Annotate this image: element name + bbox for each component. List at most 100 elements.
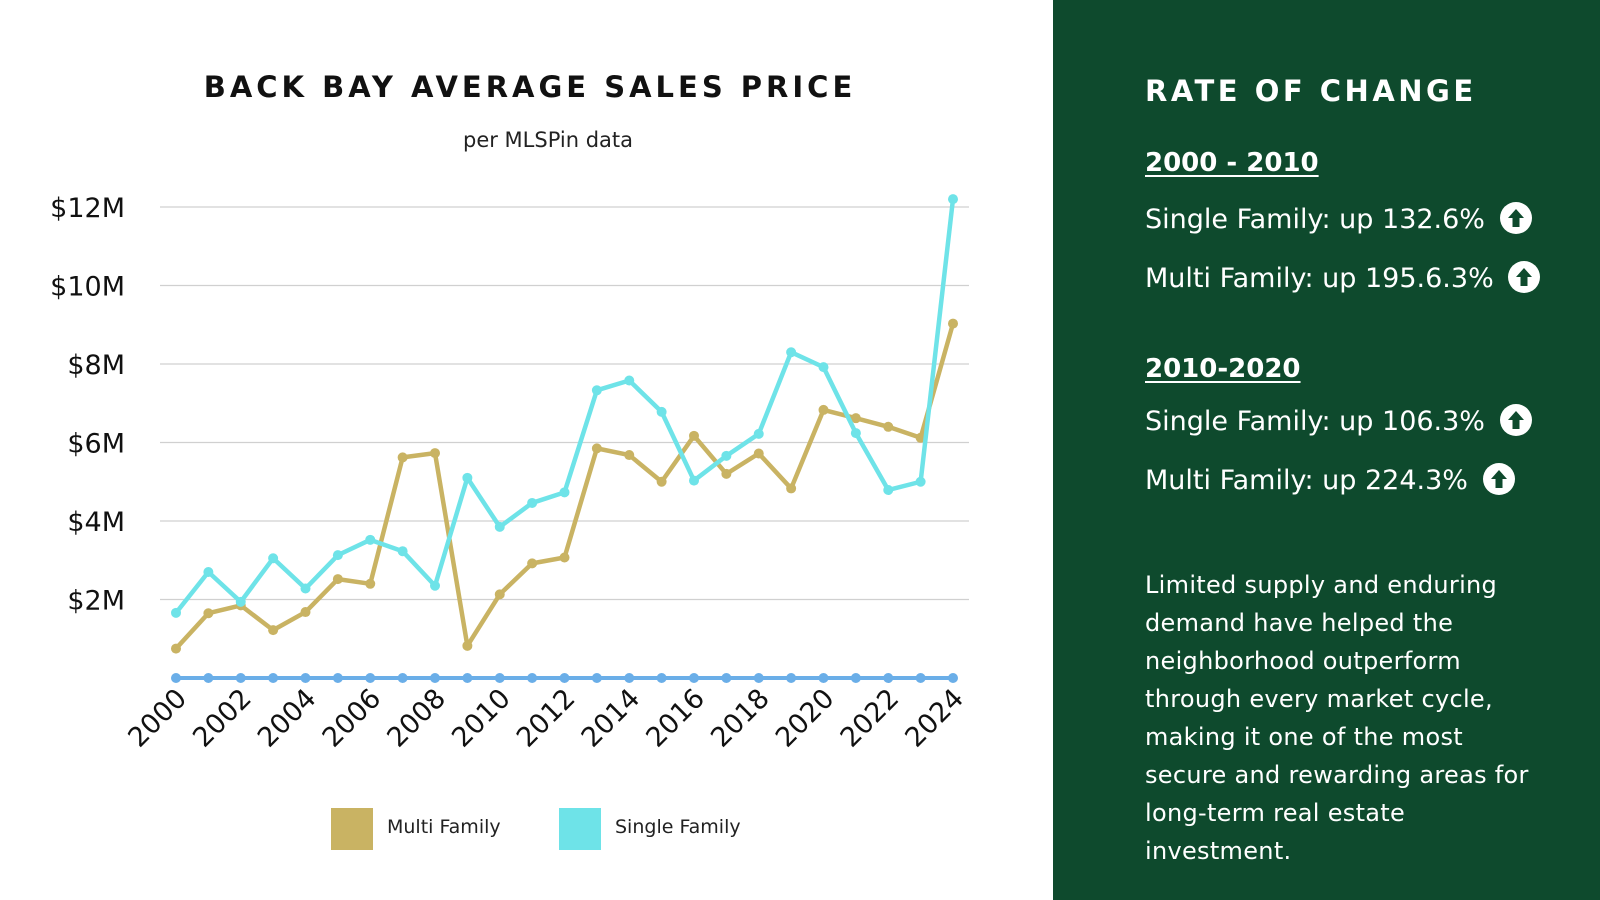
x-tick-label: 2016 <box>640 683 711 754</box>
legend-label-multi-family: Multi Family <box>387 816 501 838</box>
x-tick-label: 2004 <box>252 683 323 754</box>
data-point-multi-family <box>948 318 958 329</box>
stat-multi-family-2000-2010: Multi Family: up 195.6.3% <box>1145 260 1541 299</box>
data-point-single-family <box>332 550 343 561</box>
data-point-baseline <box>527 673 538 683</box>
data-point-baseline <box>753 673 764 683</box>
x-tick-label: 2022 <box>835 683 906 754</box>
data-point-baseline <box>689 673 699 683</box>
line-chart: $2M $4M $6M $8M $10M $12M 20002002200420062008… <box>50 193 970 754</box>
chart-panel: BACK BAY AVERAGE SALES PRICE per MLSPin … <box>50 70 970 850</box>
stat-text: Multi Family: up 224.3% <box>1145 465 1468 496</box>
data-point-baseline <box>300 673 311 683</box>
data-point-baseline <box>948 673 958 683</box>
data-point-baseline <box>430 673 440 683</box>
arrow-up-circle-icon <box>1482 462 1515 495</box>
data-point-baseline <box>171 673 181 683</box>
data-point-multi-family <box>559 552 570 563</box>
data-point-baseline <box>591 673 602 683</box>
arrow-up-circle-icon <box>1499 201 1532 234</box>
data-point-single-family <box>850 428 861 439</box>
data-point-multi-family <box>365 578 376 589</box>
data-point-single-family <box>624 375 635 386</box>
data-point-multi-family <box>883 421 894 432</box>
x-tick-label: 2020 <box>770 683 841 754</box>
stat-text: Single Family: up 106.3% <box>1145 406 1485 437</box>
data-point-baseline <box>268 673 279 683</box>
data-point-multi-family <box>171 643 181 654</box>
arrow-up-circle-icon <box>1508 260 1541 293</box>
arrow-up-circle-icon <box>1499 403 1532 436</box>
rate-of-change-panel: RATE OF CHANGE 2000 - 2010 Single Family… <box>1053 0 1600 900</box>
y-tick-label: $10M <box>50 272 125 303</box>
data-point-baseline <box>559 673 570 683</box>
x-tick-label: 2000 <box>122 683 193 754</box>
data-point-single-family <box>300 583 311 594</box>
stat-single-family-2000-2010: Single Family: up 132.6% <box>1145 201 1532 240</box>
y-tick-label: $12M <box>50 193 125 224</box>
data-point-multi-family <box>203 608 214 619</box>
data-point-single-family <box>753 428 764 439</box>
summary-paragraph: Limited supply and enduring demand have … <box>1145 571 1529 865</box>
data-point-baseline <box>786 673 797 683</box>
data-point-single-family <box>883 484 894 495</box>
data-point-single-family <box>235 596 246 607</box>
data-point-baseline <box>624 673 635 683</box>
data-point-multi-family <box>397 452 408 463</box>
data-point-multi-family <box>624 450 635 461</box>
data-point-single-family <box>397 546 408 557</box>
y-tick-label: $6M <box>67 429 125 460</box>
data-point-multi-family <box>300 607 311 618</box>
y-tick-label: $2M <box>67 586 125 617</box>
data-point-single-family <box>203 567 214 578</box>
legend-swatch-single-family <box>559 808 601 850</box>
x-tick-label: 2010 <box>446 683 517 754</box>
stat-text: Single Family: up 132.6% <box>1145 204 1485 235</box>
data-point-baseline <box>365 673 376 683</box>
data-point-multi-family <box>430 448 440 459</box>
stat-single-family-2010-2020: Single Family: up 106.3% <box>1145 403 1532 442</box>
data-point-multi-family <box>268 625 279 636</box>
data-point-baseline <box>235 673 246 683</box>
period-heading-2000-2010: 2000 - 2010 <box>1145 148 1319 178</box>
chart-title: BACK BAY AVERAGE SALES PRICE <box>203 70 857 104</box>
data-point-single-family <box>591 385 602 396</box>
data-point-baseline <box>656 673 667 683</box>
legend-swatch-multi-family <box>331 808 373 850</box>
data-point-baseline <box>397 673 408 683</box>
period-heading-2010-2020: 2010-2020 <box>1145 354 1301 384</box>
data-point-single-family <box>494 521 505 532</box>
data-point-single-family <box>721 450 732 461</box>
data-point-baseline <box>203 673 214 683</box>
y-tick-label: $8M <box>67 350 125 381</box>
stat-text: Multi Family: up 195.6.3% <box>1145 263 1494 294</box>
legend-label-single-family: Single Family <box>615 816 741 838</box>
data-point-baseline <box>332 673 343 683</box>
data-point-multi-family <box>753 448 764 459</box>
x-tick-label: 2018 <box>705 683 776 754</box>
data-point-multi-family <box>656 476 667 487</box>
data-point-multi-family <box>689 430 699 441</box>
data-point-single-family <box>656 406 667 417</box>
data-point-baseline <box>850 673 861 683</box>
data-point-multi-family <box>721 468 732 479</box>
x-tick-label: 2012 <box>511 683 582 754</box>
stat-multi-family-2010-2020: Multi Family: up 224.3% <box>1145 462 1515 501</box>
data-point-baseline <box>494 673 505 683</box>
data-point-multi-family <box>462 640 473 651</box>
x-tick-label: 2008 <box>381 683 452 754</box>
data-point-single-family <box>559 487 570 498</box>
data-point-single-family <box>462 472 473 483</box>
data-point-multi-family <box>591 443 602 454</box>
data-point-baseline <box>721 673 732 683</box>
data-point-multi-family <box>786 483 797 494</box>
data-point-single-family <box>527 497 538 508</box>
data-point-multi-family <box>818 404 829 415</box>
y-tick-label: $4M <box>67 507 125 538</box>
data-point-baseline <box>915 673 926 683</box>
data-point-single-family <box>818 362 829 373</box>
data-point-baseline <box>462 673 473 683</box>
data-point-single-family <box>365 534 376 545</box>
data-point-baseline <box>818 673 829 683</box>
data-point-multi-family <box>527 558 538 569</box>
